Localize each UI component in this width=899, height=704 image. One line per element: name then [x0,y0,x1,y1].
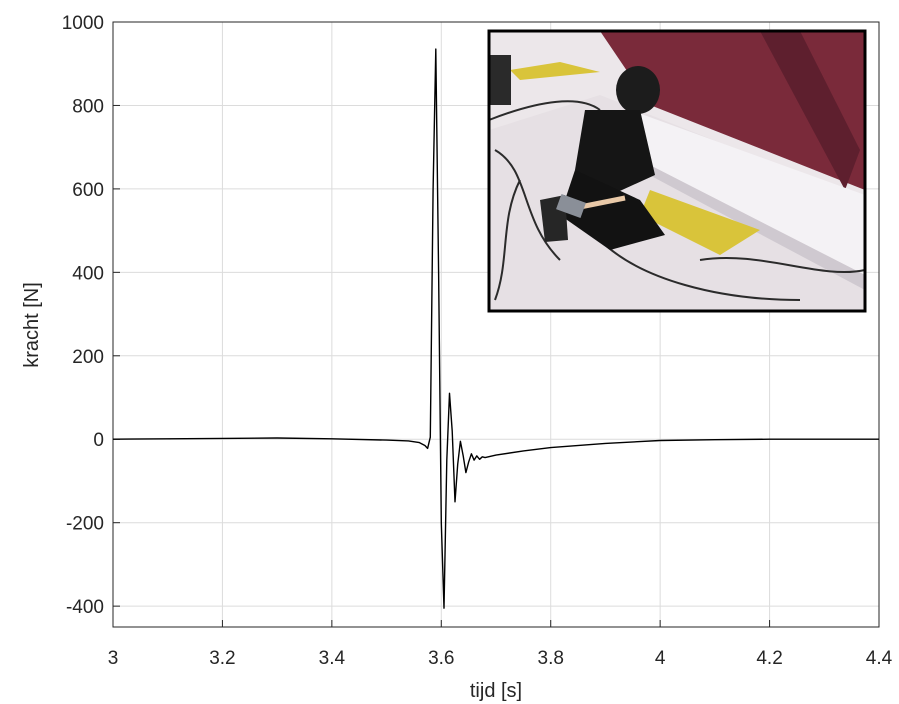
plot-frame [112,21,880,628]
x-tick-label: 3 [108,648,119,669]
y-tick-label: 400 [72,263,104,284]
y-tick-label: 1000 [62,13,104,34]
x-axis: 3 3.2 3.4 3.6 3.8 4 4.2 4.4 [108,620,893,669]
x-tick-label: 3.6 [428,648,454,669]
x-tick-label: 4.2 [756,648,782,669]
x-tick-label: 4.4 [866,648,893,669]
x-tick-label: 3.8 [538,648,564,669]
y-tick-label: 0 [93,430,104,451]
x-tick-label: 4 [655,648,666,669]
x-tick-label: 3.4 [319,648,346,669]
y-tick-label: -200 [66,514,104,535]
y-tick-label: -400 [66,597,104,618]
x-axis-label: tijd [s] [470,680,522,702]
inset-photo [487,29,867,313]
y-axis: -400 -200 0 200 400 600 800 1000 [62,13,120,618]
y-tick-label: 600 [72,180,104,201]
y-tick-label: 800 [72,96,104,117]
y-tick-label: 200 [72,347,104,368]
y-axis-label: kracht [N] [21,282,43,368]
x-tick-label: 3.2 [209,648,235,669]
force-series-line [113,48,879,609]
